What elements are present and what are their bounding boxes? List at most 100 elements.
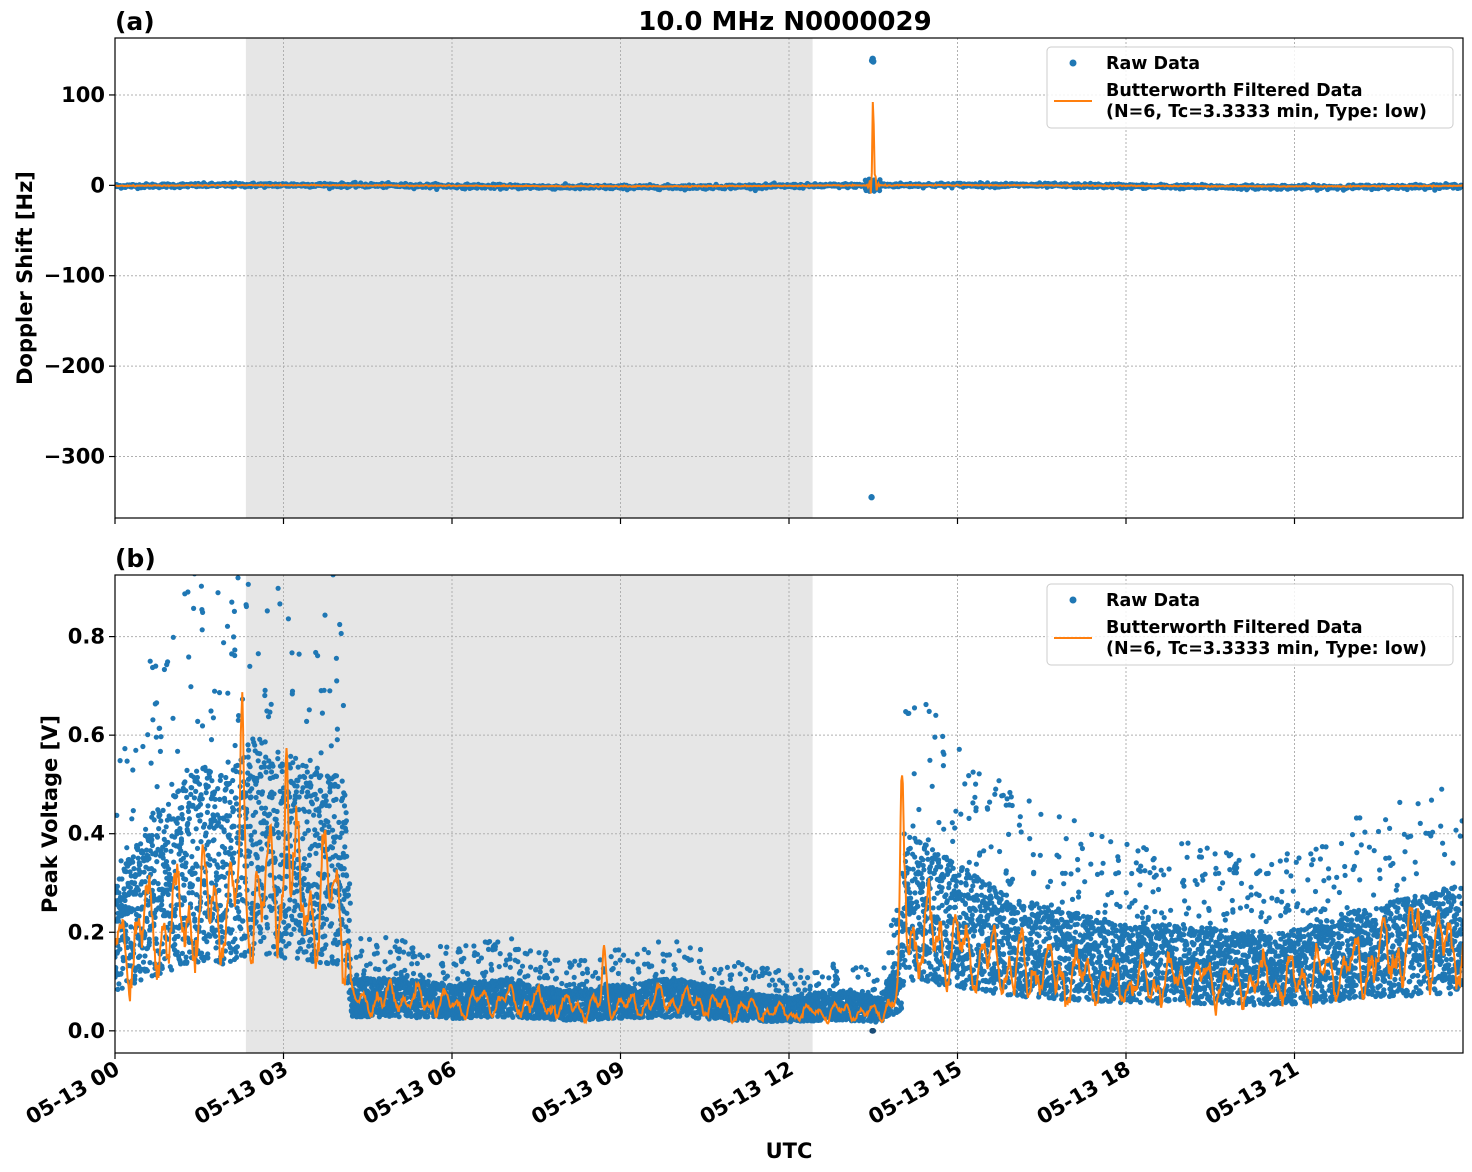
raw-point [144,968,150,974]
raw-point [437,943,444,950]
raw-point [199,796,205,802]
raw-point [157,812,163,818]
raw-point [259,789,266,795]
raw-point [338,630,344,637]
raw-point [124,845,130,851]
raw-point [226,832,232,838]
raw-point [316,842,322,849]
raw-point [344,853,350,859]
raw-point [184,959,190,965]
raw-point [319,710,325,716]
raw-point [252,527,257,532]
raw-point [248,924,254,931]
raw-point [321,687,327,693]
raw-point [301,862,307,868]
raw-point [273,816,279,823]
raw-point [268,543,273,548]
raw-point [333,655,339,661]
raw-point [132,973,138,979]
raw-point [346,938,352,944]
raw-point [185,808,192,815]
raw-point [288,931,294,938]
raw-point [492,943,498,950]
raw-point [268,701,274,707]
raw-point [509,936,515,942]
raw-point [275,585,281,591]
raw-point [263,914,269,921]
raw-point [489,967,495,973]
raw-point [507,964,513,970]
raw-point [290,760,296,766]
raw-point [135,887,141,893]
raw-point [306,862,312,869]
raw-point [414,960,420,967]
raw-point [212,804,218,810]
raw-point [235,575,241,581]
raw-point [300,836,306,842]
raw-point [374,944,380,950]
raw-point [212,688,218,694]
raw-point [296,919,302,925]
raw-point [276,568,281,573]
raw-point [161,948,167,955]
raw-point [497,951,503,957]
raw-point [444,944,450,950]
raw-point [225,690,231,696]
raw-point [140,850,146,856]
raw-point [336,819,342,826]
raw-point [155,881,161,887]
raw-point [329,845,336,851]
raw-point [154,784,160,790]
raw-point [286,923,292,929]
raw-point [412,953,418,959]
raw-point [264,608,270,614]
raw-point [247,823,253,830]
raw-point [184,767,190,774]
raw-point [330,903,336,909]
raw-point [502,962,509,968]
raw-point [312,791,318,797]
raw-point [190,911,197,917]
raw-point [294,955,300,961]
raw-point [161,836,167,843]
raw-point [347,900,353,906]
raw-point [205,783,211,790]
raw-point [232,652,238,659]
raw-point [228,837,234,844]
raw-point [212,933,219,939]
raw-point [223,774,229,781]
raw-point [409,961,415,967]
raw-point [306,809,312,815]
raw-point [178,830,184,836]
raw-point [127,885,133,891]
raw-point [193,826,199,832]
raw-point [146,939,152,946]
raw-point [306,943,312,949]
raw-point [122,746,128,752]
raw-point [337,621,343,628]
raw-outlier-point [868,494,875,501]
raw-point [374,950,380,956]
raw-point [219,934,225,940]
raw-point [302,774,308,781]
raw-point [335,783,341,790]
raw-point [228,902,234,908]
raw-point [487,938,493,945]
raw-point [296,794,302,800]
raw-point [181,882,187,888]
raw-point [154,859,160,865]
raw-point [301,856,308,862]
raw-point [267,526,272,531]
raw-point [271,791,277,797]
raw-point [254,855,260,861]
raw-point [222,798,228,804]
raw-point [283,930,289,937]
raw-point [307,852,313,858]
raw-point [402,967,408,973]
raw-point [326,803,332,809]
raw-point [325,819,331,825]
raw-point [318,788,324,794]
raw-point [234,944,240,950]
raw-point [425,978,431,985]
raw-point [228,845,234,851]
